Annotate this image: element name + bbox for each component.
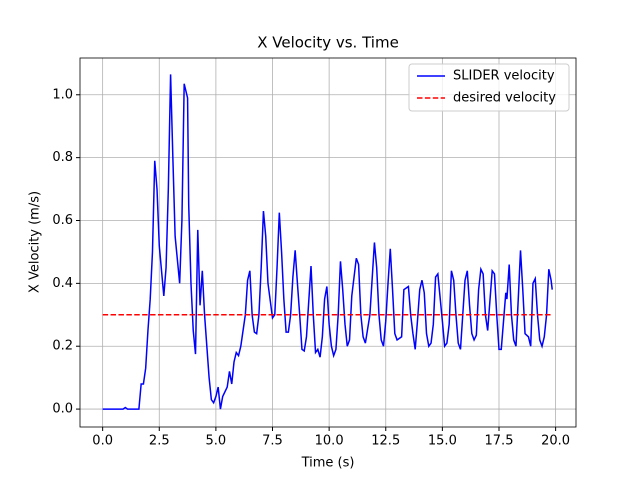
y-tick-label: 0.0: [52, 402, 73, 417]
legend-label: desired velocity: [453, 91, 556, 106]
x-tick-label: 7.5: [262, 434, 283, 449]
plot-frame: [79, 57, 577, 428]
y-tick-label: 1.0: [52, 87, 73, 102]
x-tick-label: 5.0: [206, 434, 227, 449]
x-tick-label: 15.0: [428, 434, 457, 449]
x-tick-label: 20.0: [541, 434, 570, 449]
x-tick-label: 0.0: [92, 434, 113, 449]
y-tick-label: 0.6: [52, 213, 73, 228]
chart-title: X Velocity vs. Time: [257, 34, 399, 52]
x-axis-label: Time (s): [301, 456, 355, 471]
legend-box: [408, 63, 570, 112]
x-tick-label: 17.5: [485, 434, 514, 449]
legend-label: SLIDER velocity: [453, 69, 555, 84]
x-tick-label: 2.5: [149, 434, 170, 449]
y-tick-label: 0.2: [52, 339, 73, 354]
legend: SLIDER velocity desired velocity: [408, 63, 570, 112]
x-tick-label: 10.0: [315, 434, 344, 449]
y-tick-label: 0.8: [52, 150, 73, 165]
y-tick-label: 0.4: [52, 276, 73, 291]
x-tick-label: 12.5: [371, 434, 400, 449]
y-axis-label: X Velocity (m/s): [28, 191, 43, 293]
